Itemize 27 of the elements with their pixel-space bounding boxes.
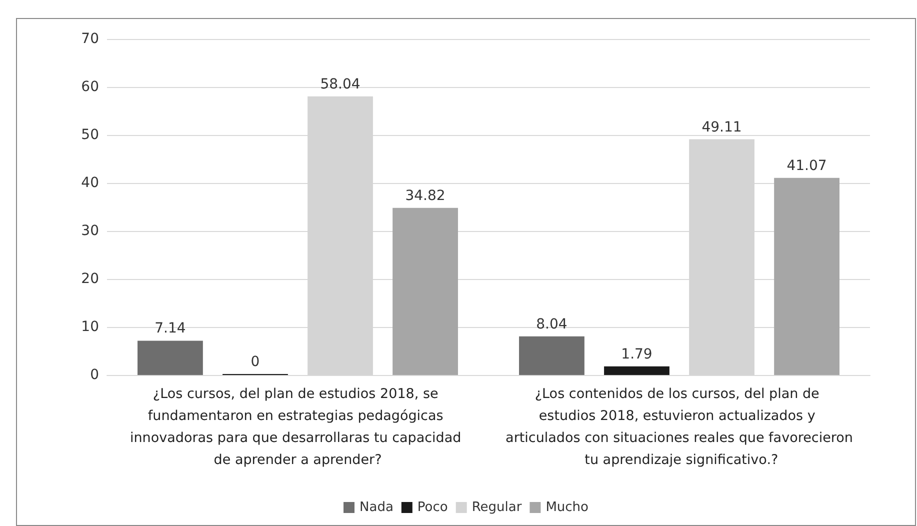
y-tick-label: 30 <box>81 223 99 239</box>
bar <box>138 340 203 375</box>
y-tick-label: 10 <box>81 319 99 335</box>
y-tick-label: 50 <box>81 127 99 143</box>
data-label: 7.14 <box>154 320 186 337</box>
y-tick-label: 60 <box>81 79 99 95</box>
data-label: 41.07 <box>786 158 827 174</box>
y-tick-label: 70 <box>81 31 99 47</box>
legend-label: Mucho <box>546 500 589 515</box>
y-tick-label: 40 <box>81 175 99 191</box>
data-label: 8.04 <box>536 316 568 332</box>
bar <box>392 208 458 375</box>
x-tick-label: ¿Los cursos, del plan de estudios 2018, se fundamentaron en estrategias pedagógicas innovadoras para que desarrollaras tu capacidad de aprender a aprender? <box>130 386 466 468</box>
legend-label: Nada <box>360 500 394 515</box>
y-tick-label: 0 <box>90 367 99 383</box>
bar <box>604 366 670 375</box>
bar <box>519 336 584 375</box>
data-label: 0 <box>250 354 260 370</box>
data-label: 34.82 <box>405 188 446 204</box>
legend-label: Regular <box>472 500 522 515</box>
data-label: 58.04 <box>320 76 360 92</box>
data-label: 49.11 <box>702 119 742 136</box>
x-tick-label: ¿Los contenidos de los cursos, del plan de estudios 2018, estuvieron actualizados y articulados con situaciones reales que favorecieron tu aprendizaje significativo.? <box>506 386 853 468</box>
data-label: 1.79 <box>621 346 652 362</box>
y-tick-label: 20 <box>81 271 99 287</box>
bar <box>774 178 840 375</box>
legend-label: Poco <box>417 500 448 515</box>
